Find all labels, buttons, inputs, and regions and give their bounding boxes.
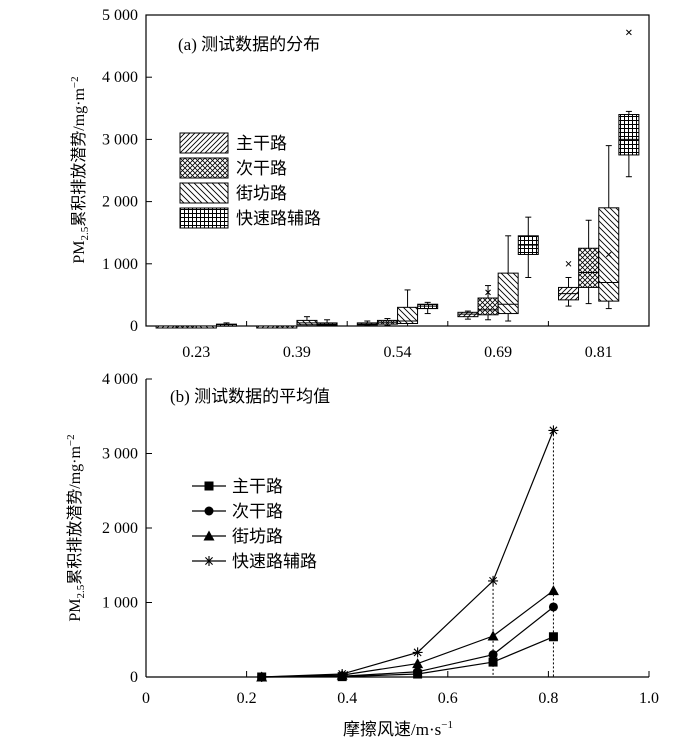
panel-a-y-ticks: 0 1 000 2 000 3 000 4 000 5 000 [102,7,152,335]
box [477,297,499,316]
y-tick-label: 4 000 [102,69,138,86]
legend-b-label-4: 快速路辅路 [232,552,317,571]
legend-a-swatch-4 [179,207,229,229]
legend-b-label-3: 街坊路 [232,527,283,546]
outlier-point [485,289,491,296]
legend-b-label-2: 次干路 [232,502,283,521]
x-tick-label: 0.81 [585,344,613,361]
legend-a-swatch-3 [179,182,229,204]
y-tick-label: 2 000 [102,194,138,211]
panel-b-lines [256,425,559,682]
outlier-point [605,251,612,258]
y-tick-label: 0 [130,318,138,335]
data-point [548,425,559,436]
y-tick-label: 1 000 [102,256,138,273]
data-point [548,632,558,642]
x-tick-label: 1.0 [639,690,659,707]
panel-a-x-ticks: 0.23 0.39 0.54 0.69 0.81 [182,321,613,361]
data-point [488,575,499,586]
data-point [337,669,348,680]
y-tick-label: 2 000 [102,520,138,537]
panel-b-legend: 主干路 次干路 街坊路 快速路辅路 [192,477,317,571]
data-point [487,630,499,641]
data-point [548,602,558,612]
legend-marker [204,481,214,491]
x-tick-label: 0.2 [237,690,257,707]
series-line [261,590,554,678]
legend-a-label-2: 次干路 [236,159,287,178]
panel-a-ylabel: PM2.5累积排放潜势/mg·m−2 [69,76,91,263]
panel-b-xlabel: 摩擦风速/m·s−1 [343,719,453,739]
x-tick-label: 0.8 [538,690,558,707]
series-line [261,636,554,678]
box [578,247,600,288]
data-point [413,667,423,677]
legend-marker [204,506,214,516]
legend-marker [203,530,215,541]
data-point [412,658,424,669]
panel-b-ylabel: PM2.5累积排放潜势/mg·m−2 [65,434,87,621]
x-tick-label: 0 [142,690,150,707]
panel-a-frame [145,14,650,327]
x-tick-label: 0.4 [337,690,357,707]
panel-b-y-ticks: 0 1 000 2 000 3 000 4 000 [102,371,152,686]
panel-a-title: (a) 测试数据的分布 [178,35,320,54]
y-tick-label: 5 000 [102,7,138,24]
outlier-point [626,29,632,36]
legend-a-swatch-2 [179,157,229,179]
data-point [412,647,423,658]
data-point [488,657,498,667]
legend-marker [204,556,214,566]
x-tick-label: 0.69 [484,344,512,361]
data-point [488,650,498,660]
panel-a-legend: 主干路 次干路 街坊路 快速路辅路 [179,132,321,229]
data-point [547,585,559,596]
panel-b-x-ticks: 0 0.2 0.4 0.6 0.8 1.0 [142,671,659,707]
x-tick-label: 0.23 [182,344,210,361]
legend-a-label-1: 主干路 [236,134,287,153]
x-tick-label: 0.6 [438,690,458,707]
box [397,306,419,325]
legend-a-label-3: 街坊路 [236,184,287,203]
series-line [261,606,554,678]
y-tick-label: 3 000 [102,446,138,463]
panel-b-title: (b) 测试数据的平均值 [170,387,330,406]
panel-b: 0 1 000 2 000 3 000 4 000 0 0.2 0.4 0.6 0.8 1.0 (… [65,371,659,739]
data-point [256,672,267,682]
legend-a-swatch-1 [179,132,229,154]
legend-b-label-1: 主干路 [232,477,283,496]
box [497,272,519,315]
panel-a-boxes [155,29,640,329]
x-tick-label: 0.39 [283,344,311,361]
y-tick-label: 1 000 [102,595,138,612]
outlier-point [565,260,572,267]
x-tick-label: 0.54 [384,344,412,361]
legend-a-label-4: 快速路辅路 [236,209,321,228]
y-tick-label: 3 000 [102,131,138,148]
box [618,114,640,156]
y-tick-label: 4 000 [102,371,138,388]
y-tick-label: 0 [130,669,138,686]
